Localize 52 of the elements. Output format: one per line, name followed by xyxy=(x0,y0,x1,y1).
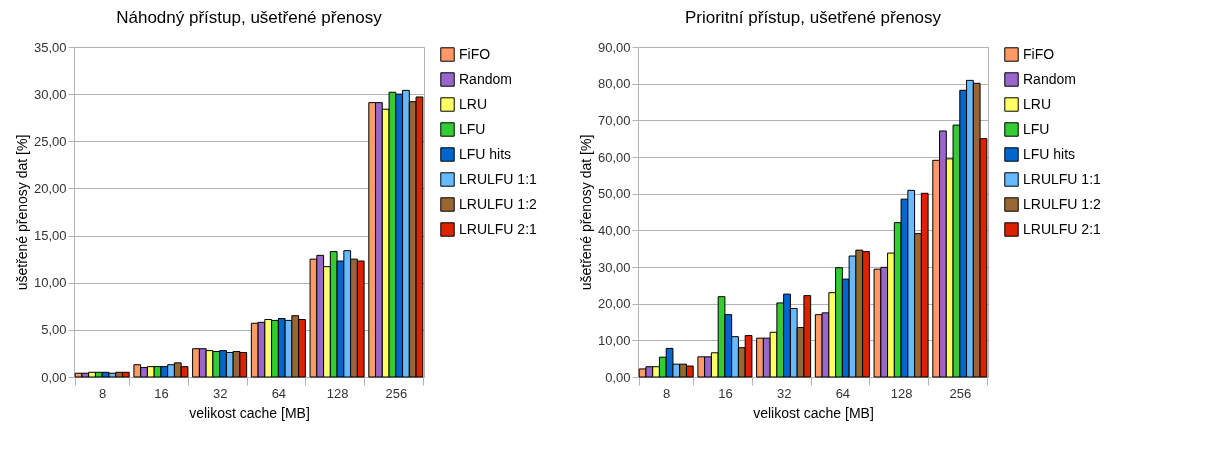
x-tick-label: 32 xyxy=(212,385,228,401)
y-tick-label: 5,00 xyxy=(41,322,67,338)
x-tick-label: 256 xyxy=(385,385,408,401)
legend-label: Random xyxy=(1023,70,1076,87)
x-tick-label: 128 xyxy=(890,385,913,401)
x-tick-label: 8 xyxy=(663,385,671,401)
chart-title: Náhodný přístup, ušetřené přenosy xyxy=(116,8,383,27)
y-axis-title: ušetřené přenosy dat [%] xyxy=(577,134,594,291)
legend-label: LFU hits xyxy=(1023,145,1076,162)
legend-label: LRU xyxy=(459,95,488,112)
legend-label: LFU xyxy=(1023,120,1050,137)
legend-label: LFU xyxy=(459,120,486,137)
y-tick-label: 20,00 xyxy=(33,180,67,196)
legend-label: Random xyxy=(459,70,512,87)
y-tick-label: 35,00 xyxy=(33,39,67,55)
legend-label: LRULFU 2:1 xyxy=(1023,220,1102,237)
x-tick-label: 16 xyxy=(154,385,169,401)
y-tick-label: 10,00 xyxy=(33,275,67,291)
y-tick-label: 90,00 xyxy=(597,39,631,55)
legend-label: LRULFU 1:2 xyxy=(459,195,538,212)
x-tick-label: 32 xyxy=(776,385,792,401)
y-tick-label: 30,00 xyxy=(33,86,67,102)
chart-title: Prioritní přístup, ušetřené přenosy xyxy=(684,8,942,27)
y-tick-label: 0,00 xyxy=(605,369,631,385)
legend-label: LRULFU 1:2 xyxy=(1023,195,1102,212)
y-tick-label: 25,00 xyxy=(33,133,67,149)
y-tick-label: 40,00 xyxy=(597,222,631,238)
y-tick-label: 30,00 xyxy=(597,259,631,275)
x-tick-label: 128 xyxy=(326,385,349,401)
x-tick-label: 256 xyxy=(949,385,972,401)
y-axis-title: ušetřené přenosy dat [%] xyxy=(13,134,30,291)
legend-label: LRULFU 1:1 xyxy=(1023,170,1102,187)
x-tick-label: 16 xyxy=(718,385,733,401)
y-tick-label: 0,00 xyxy=(41,369,67,385)
x-tick-label: 64 xyxy=(835,385,851,401)
x-tick-label: 64 xyxy=(271,385,287,401)
y-tick-label: 15,00 xyxy=(33,228,67,244)
legend-label: FiFO xyxy=(1023,45,1055,62)
x-axis-title: velikost cache [MB] xyxy=(189,404,310,421)
y-tick-label: 60,00 xyxy=(597,149,631,165)
legend-label: LRULFU 2:1 xyxy=(459,220,538,237)
y-tick-label: 20,00 xyxy=(597,296,631,312)
y-tick-label: 70,00 xyxy=(597,112,631,128)
x-tick-label: 8 xyxy=(99,385,107,401)
legend-label: LRULFU 1:1 xyxy=(459,170,538,187)
legend-label: LFU hits xyxy=(459,145,512,162)
y-tick-label: 50,00 xyxy=(597,186,631,202)
legend-label: FiFO xyxy=(459,45,491,62)
legend-label: LRU xyxy=(1023,95,1052,112)
y-tick-label: 80,00 xyxy=(597,76,631,92)
x-axis-title: velikost cache [MB] xyxy=(753,404,874,421)
y-tick-label: 10,00 xyxy=(597,332,631,348)
